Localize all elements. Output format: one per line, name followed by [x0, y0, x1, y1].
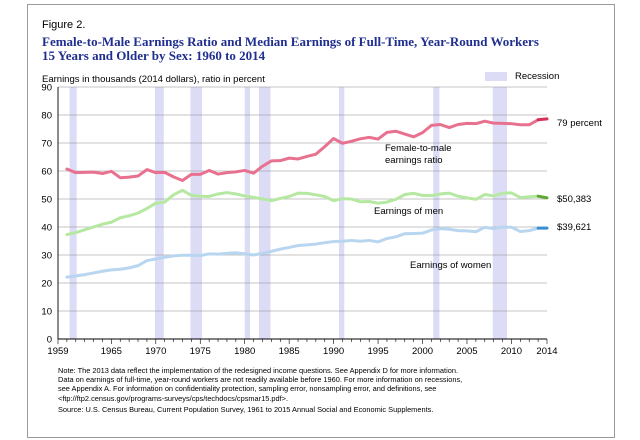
x-tick-label-2000: 2000 — [412, 346, 433, 357]
women-series-line — [65, 225, 540, 279]
x-tick-label-1965: 1965 — [101, 346, 122, 357]
x-tick-label-1990: 1990 — [323, 346, 344, 357]
x-tick-label-1980: 1980 — [234, 346, 255, 357]
ratio-line-label-2: earnings ratio — [385, 155, 443, 166]
recession-legend-swatch — [485, 72, 507, 81]
x-tick-label-2005: 2005 — [456, 346, 477, 357]
x-tick-label-1985: 1985 — [279, 346, 300, 357]
y-tick-label-60: 60 — [41, 167, 52, 178]
recession-band-6 — [433, 87, 440, 339]
y-tick-label-50: 50 — [41, 195, 52, 206]
source-note: Source: U.S. Census Bureau, Current Popu… — [58, 405, 434, 414]
y-tick-label-40: 40 — [41, 223, 52, 234]
recession-legend-label: Recession — [515, 71, 560, 82]
x-tick-label-1959: 1959 — [47, 346, 68, 357]
recession-band-2 — [190, 87, 203, 339]
y-tick-label-90: 90 — [41, 83, 52, 94]
recession-band-0 — [69, 87, 77, 339]
x-tick-label-1975: 1975 — [190, 346, 211, 357]
y-tick-label-20: 20 — [41, 279, 52, 290]
ratio-series-line — [65, 118, 540, 183]
series-labels: Female-to-male earnings ratio Earnings o… — [374, 118, 602, 271]
gridlines — [58, 86, 547, 312]
men-end-label: $50,383 — [557, 194, 591, 205]
women-end-label: $39,621 — [557, 222, 591, 233]
figure-frame — [27, 4, 615, 438]
recession-band-7 — [492, 87, 507, 339]
x-tick-label-1995: 1995 — [368, 346, 389, 357]
recession-band-3 — [244, 87, 251, 339]
y-tick-label-0: 0 — [47, 335, 52, 346]
y-axis-caption: Earnings in thousands (2014 dollars), ra… — [42, 74, 265, 85]
chart-title-line-2: 15 Years and Older by Sex: 1960 to 2014 — [42, 48, 266, 63]
chart-title: Female-to-Male Earnings Ratio and Median… — [42, 35, 602, 63]
men-series-line — [65, 188, 540, 237]
x-tick-label-2014: 2014 — [536, 346, 557, 357]
chart-title-line-1: Female-to-Male Earnings Ratio and Median… — [42, 34, 539, 49]
x-tick-label-1970: 1970 — [145, 346, 166, 357]
men-line-label: Earnings of men — [374, 206, 443, 217]
men-series-line-2013-2014 — [536, 194, 549, 200]
ratio-end-label: 79 percent — [557, 118, 602, 129]
chart-notes: Note: The 2013 data reflect the implemen… — [58, 366, 598, 403]
y-tick-label-80: 80 — [41, 111, 52, 122]
ratio-series-line-2013-2014 — [536, 117, 549, 122]
axes — [57, 87, 547, 340]
y-tick-label-70: 70 — [41, 139, 52, 150]
y-tick-label-10: 10 — [41, 307, 52, 318]
note-line-2: Data on earnings of full-time, year-roun… — [58, 375, 463, 385]
women-line-label: Earnings of women — [410, 260, 491, 271]
x-tick-label-2010: 2010 — [501, 346, 522, 357]
recession-legend: Recession — [485, 71, 559, 82]
tick-labels: 0 10 20 30 40 50 60 70 80 90 1959 1965 1970 1975 1980 1… — [41, 83, 557, 358]
note-line-3: see Appendix A. For information on confi… — [58, 384, 437, 394]
recession-band-5 — [338, 87, 345, 339]
note-line-4: <ftp://ftp2.census.gov/programs-surveys/… — [58, 393, 289, 403]
note-line-1: Note: The 2013 data reflect the implemen… — [58, 366, 459, 375]
recession-band-1 — [154, 87, 164, 339]
recession-band-4 — [258, 87, 271, 339]
ratio-line-label-1: Female-to-male — [385, 143, 452, 154]
y-tick-label-30: 30 — [41, 251, 52, 262]
recession-bands — [69, 87, 507, 339]
series-lines — [65, 117, 549, 279]
figure-label: Figure 2. — [42, 19, 86, 31]
